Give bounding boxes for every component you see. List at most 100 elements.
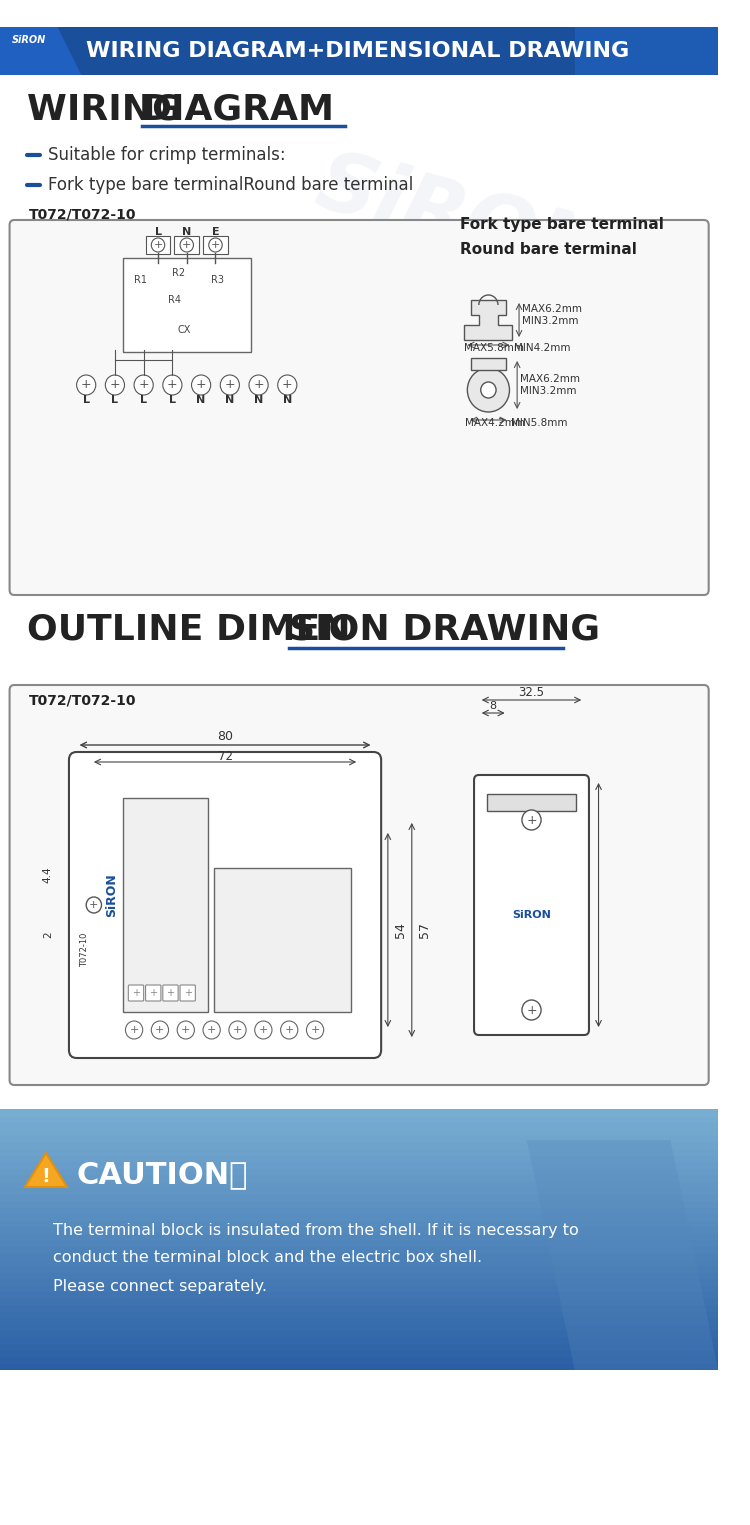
- Circle shape: [191, 375, 211, 395]
- Bar: [0, 1212, 718, 1220]
- Text: SiRON: SiRON: [489, 1193, 717, 1307]
- Text: +: +: [153, 239, 163, 250]
- Polygon shape: [0, 27, 82, 75]
- Text: Please connect separately.: Please connect separately.: [53, 1278, 267, 1293]
- FancyBboxPatch shape: [474, 775, 589, 1035]
- Bar: [0, 1161, 718, 1168]
- FancyBboxPatch shape: [122, 258, 251, 352]
- Text: +: +: [181, 1025, 190, 1035]
- Text: CX: CX: [177, 325, 190, 336]
- Text: +: +: [526, 1003, 537, 1017]
- Text: +: +: [182, 239, 191, 250]
- Bar: [0, 1174, 718, 1182]
- Text: T072/T072-10: T072/T072-10: [28, 692, 136, 708]
- Text: +: +: [259, 1025, 268, 1035]
- Text: +: +: [132, 988, 140, 997]
- Text: !: !: [41, 1168, 50, 1186]
- Circle shape: [481, 381, 496, 398]
- Circle shape: [125, 1022, 142, 1039]
- Text: +: +: [166, 988, 175, 997]
- Bar: [0, 1186, 718, 1194]
- Text: The terminal block is insulated from the shell. If it is necessary to: The terminal block is insulated from the…: [53, 1223, 578, 1237]
- FancyBboxPatch shape: [146, 236, 170, 255]
- Bar: [0, 1135, 718, 1142]
- FancyBboxPatch shape: [214, 868, 352, 1013]
- Text: +: +: [196, 378, 206, 392]
- Circle shape: [163, 375, 182, 395]
- Polygon shape: [25, 1153, 67, 1186]
- Text: SiRON: SiRON: [512, 910, 551, 920]
- FancyBboxPatch shape: [203, 236, 228, 255]
- Text: +: +: [81, 378, 92, 392]
- Text: MAX6.2mm
MIN3.2mm: MAX6.2mm MIN3.2mm: [522, 303, 582, 326]
- Text: +: +: [149, 988, 158, 997]
- Text: 80: 80: [217, 730, 233, 744]
- FancyBboxPatch shape: [69, 752, 381, 1058]
- Text: R2: R2: [172, 268, 185, 278]
- Bar: [0, 1336, 718, 1344]
- Circle shape: [203, 1022, 220, 1039]
- Bar: [0, 1350, 718, 1357]
- Text: +: +: [167, 378, 178, 392]
- Circle shape: [280, 1022, 298, 1039]
- Bar: [0, 1194, 718, 1202]
- Text: 57: 57: [418, 923, 430, 938]
- Circle shape: [229, 1022, 246, 1039]
- Circle shape: [522, 810, 541, 830]
- FancyBboxPatch shape: [146, 985, 161, 1000]
- Bar: [0, 1284, 718, 1292]
- Text: R4: R4: [167, 294, 181, 305]
- Text: L: L: [140, 395, 147, 406]
- Text: 32.5: 32.5: [518, 686, 544, 700]
- Bar: [0, 1310, 718, 1318]
- Text: +: +: [254, 378, 264, 392]
- Text: +: +: [284, 1025, 294, 1035]
- Text: MAX4.2mm: MAX4.2mm: [466, 418, 526, 429]
- Bar: [0, 1272, 718, 1279]
- Bar: [0, 1298, 718, 1305]
- Text: 4.4: 4.4: [43, 866, 53, 883]
- Bar: [0, 1304, 718, 1312]
- Bar: [0, 1266, 718, 1272]
- Bar: [0, 1278, 718, 1286]
- Text: +: +: [310, 1025, 320, 1035]
- Text: +: +: [89, 900, 98, 910]
- Circle shape: [278, 375, 297, 395]
- Circle shape: [255, 1022, 272, 1039]
- Circle shape: [152, 238, 165, 252]
- Polygon shape: [464, 300, 512, 340]
- Text: +: +: [207, 1025, 216, 1035]
- Text: +: +: [184, 988, 192, 997]
- Circle shape: [249, 375, 268, 395]
- Text: 72: 72: [217, 749, 232, 762]
- Text: N: N: [196, 395, 206, 406]
- Text: T072/T072-10: T072/T072-10: [28, 207, 136, 223]
- Text: MAX6.2mm
MIN3.2mm: MAX6.2mm MIN3.2mm: [520, 374, 580, 396]
- Bar: [0, 1206, 718, 1214]
- Circle shape: [86, 897, 101, 913]
- Text: 8: 8: [490, 702, 496, 711]
- Bar: [0, 1252, 718, 1260]
- Text: SiRON: SiRON: [308, 143, 612, 297]
- Circle shape: [467, 368, 509, 412]
- FancyBboxPatch shape: [163, 985, 178, 1000]
- Bar: [0, 1154, 718, 1162]
- Bar: [0, 1318, 718, 1325]
- FancyBboxPatch shape: [574, 27, 718, 75]
- Bar: [0, 1142, 718, 1148]
- Bar: [0, 1109, 718, 1116]
- Text: L: L: [112, 395, 118, 406]
- FancyBboxPatch shape: [122, 798, 208, 1013]
- Circle shape: [522, 1000, 541, 1020]
- Text: CAUTION：: CAUTION：: [76, 1161, 248, 1190]
- Text: SION DRAWING: SION DRAWING: [290, 613, 600, 647]
- Bar: [0, 1122, 718, 1130]
- Circle shape: [209, 238, 222, 252]
- Bar: [0, 1232, 718, 1240]
- Bar: [0, 1148, 718, 1156]
- Bar: [0, 1344, 718, 1351]
- Bar: [0, 1180, 718, 1188]
- Text: +: +: [211, 239, 220, 250]
- FancyBboxPatch shape: [488, 795, 575, 811]
- Text: L: L: [82, 395, 90, 406]
